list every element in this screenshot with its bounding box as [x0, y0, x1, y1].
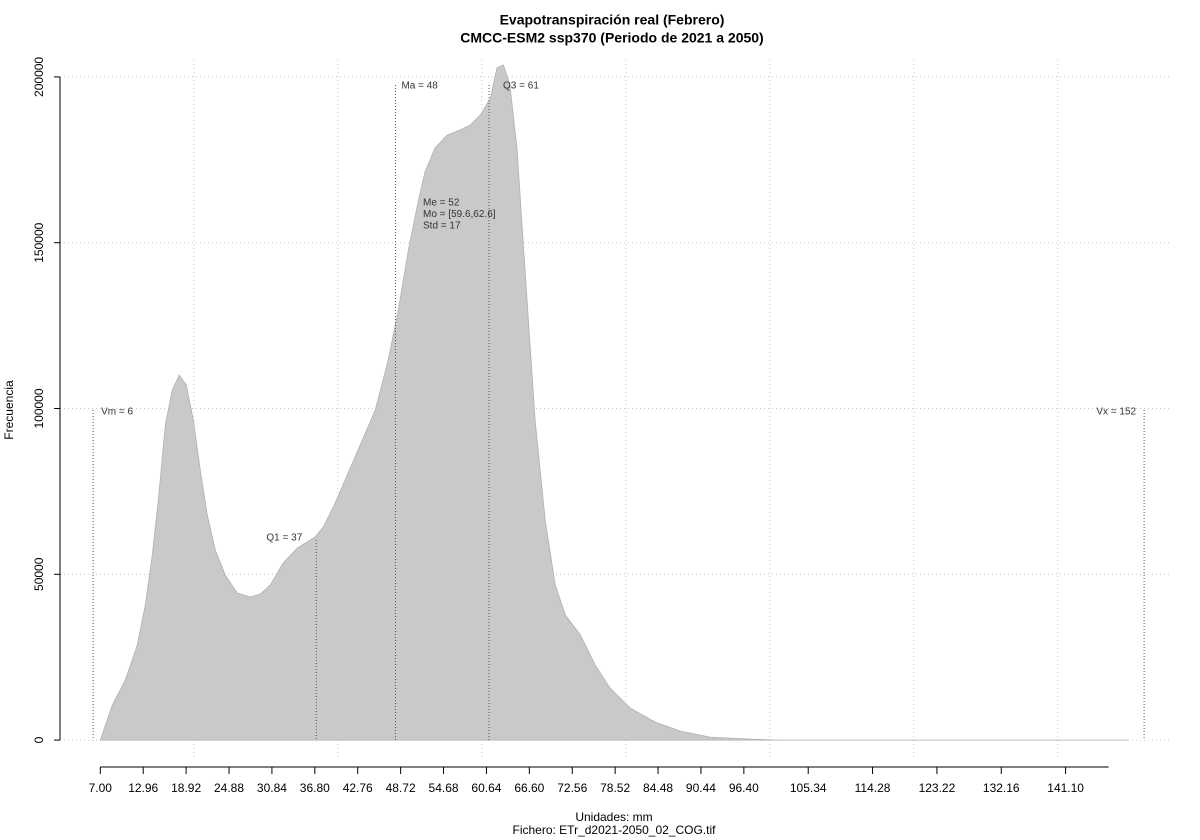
x-tick-label: 141.10: [1047, 781, 1084, 795]
density-area: [99, 64, 1129, 741]
annotation-label: Q1 = 37: [266, 533, 302, 544]
y-tick-label: 50000: [32, 557, 46, 591]
x-tick-label: 78.52: [600, 781, 630, 795]
y-tick-label: 0: [32, 736, 46, 743]
stat-label: Me = 52: [423, 198, 460, 209]
y-tick-label: 100000: [32, 388, 46, 428]
x-tick-label: 54.68: [429, 781, 459, 795]
annotation-label: Vm = 6: [101, 407, 133, 418]
x-tick-label: 42.76: [343, 781, 373, 795]
stat-label: Std = 17: [423, 221, 461, 232]
x-tick-label: 7.00: [89, 781, 113, 795]
stat-label: Mo = [59.6,62.6]: [423, 209, 496, 220]
y-axis-label: Frecuencia: [2, 380, 16, 440]
chart-subtitle: CMCC-ESM2 ssp370 (Periodo de 2021 a 2050…: [460, 30, 763, 46]
y-tick-label: 200000: [32, 57, 46, 97]
x-tick-label: 60.64: [471, 781, 501, 795]
footer: Fichero: ETr_d2021-2050_02_COG.tif: [513, 823, 717, 837]
x-tick-label: 114.28: [855, 781, 891, 795]
chart-title: Evapotranspiración real (Febrero): [500, 12, 725, 28]
x-tick-label: 105.34: [790, 781, 827, 795]
y-tick-label: 150000: [32, 222, 46, 262]
x-axis-label: Unidades: mm: [575, 810, 652, 824]
x-tick-label: 72.56: [557, 781, 587, 795]
x-tick-label: 12.96: [128, 781, 158, 795]
x-tick-label: 66.60: [514, 781, 544, 795]
x-tick-label: 132.16: [983, 781, 1020, 795]
x-tick-label: 18.92: [171, 781, 201, 795]
annotation-label: Q3 = 61: [503, 81, 539, 92]
annotation-label: Ma = 48: [401, 81, 438, 92]
x-tick-label: 123.22: [919, 781, 956, 795]
x-tick-label: 30.84: [257, 781, 287, 795]
x-tick-label: 36.80: [300, 781, 330, 795]
x-tick-label: 90.44: [686, 781, 716, 795]
x-tick-label: 48.72: [386, 781, 416, 795]
x-tick-label: 96.40: [729, 781, 759, 795]
x-tick-label: 84.48: [643, 781, 673, 795]
annotation-label: Vx = 152: [1096, 407, 1136, 418]
x-tick-label: 24.88: [214, 781, 244, 795]
